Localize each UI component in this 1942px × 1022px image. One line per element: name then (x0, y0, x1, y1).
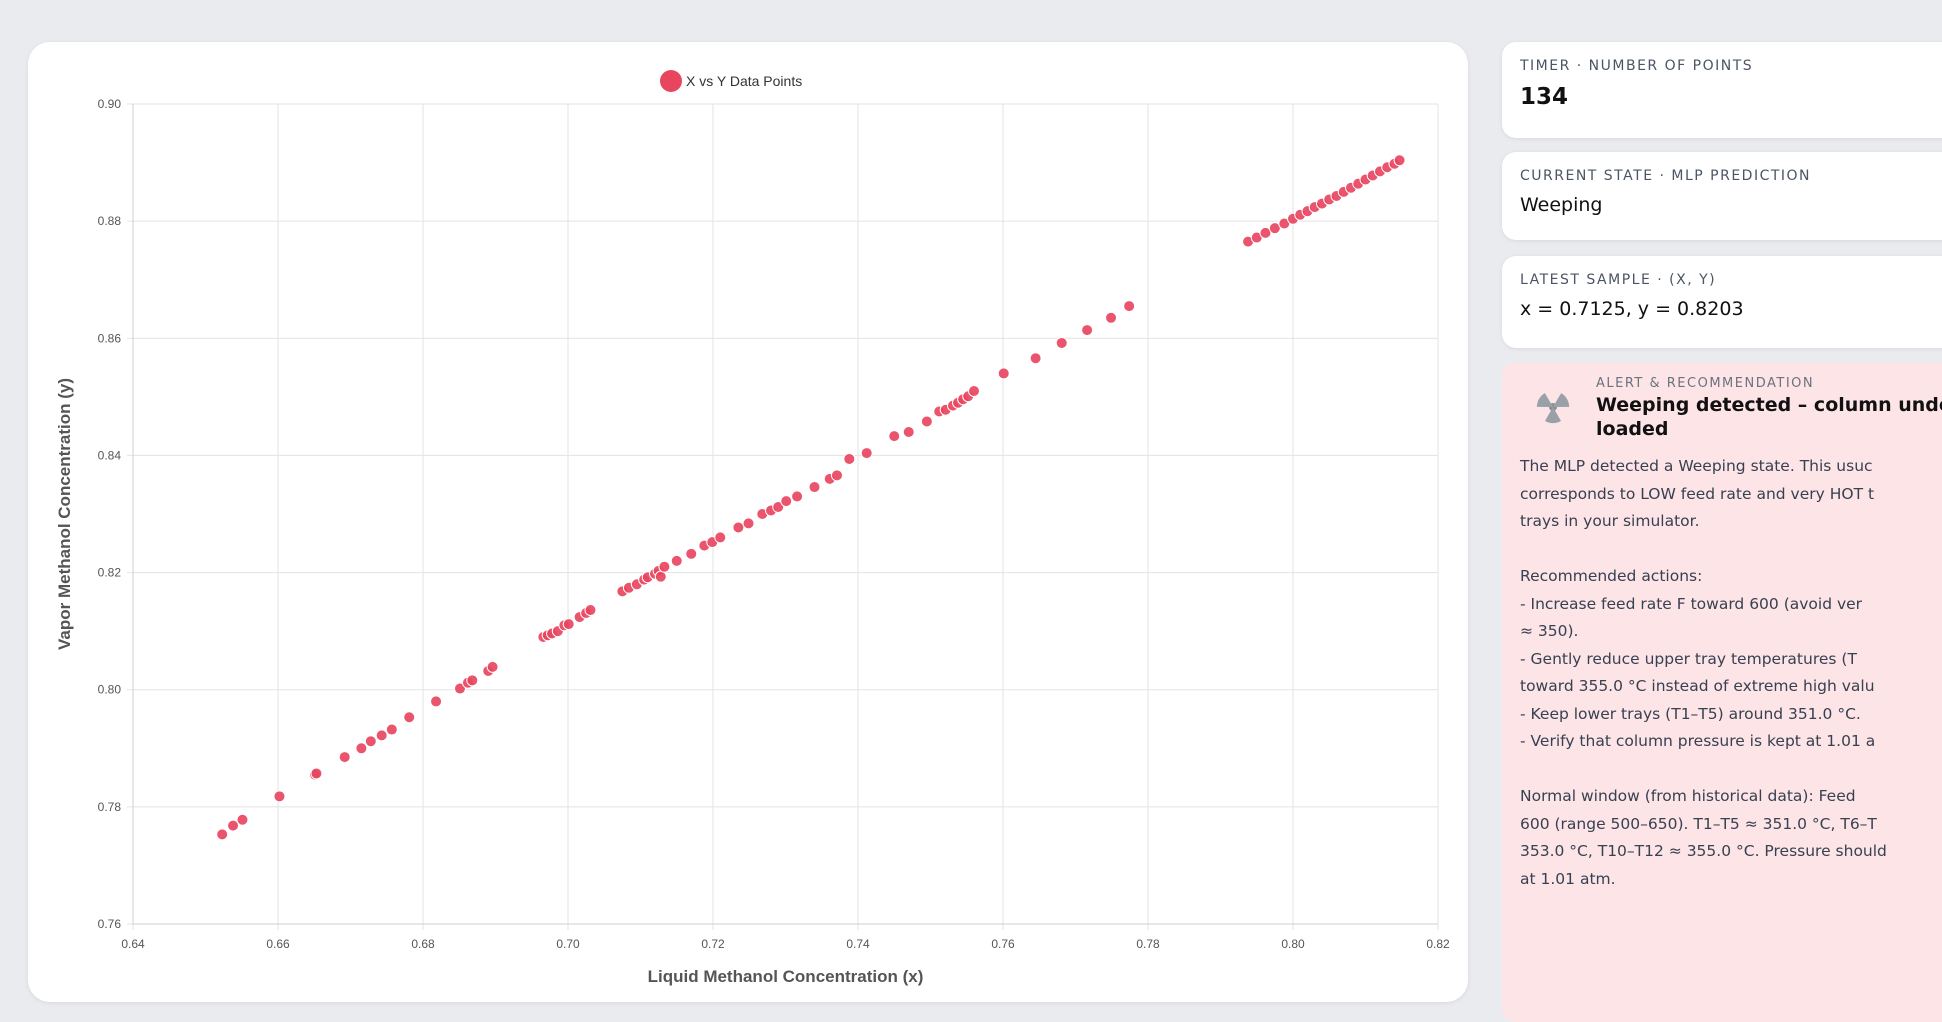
data-point (670, 554, 683, 567)
x-tick-label: 0.82 (1426, 937, 1450, 951)
data-point (227, 819, 240, 832)
alert-header: ALERT & RECOMMENDATION Weeping detected … (1528, 376, 1942, 441)
latest-sample-value: x = 0.7125, y = 0.8203 (1520, 298, 1744, 320)
x-tick-label: 0.68 (411, 937, 435, 951)
scatter-chart: 0.64 0.66 0.68 0.70 0.72 0.74 0.76 0.78 0.80 0.82… (55, 97, 1450, 986)
data-point (355, 742, 368, 755)
data-point (338, 751, 351, 764)
data-point (364, 735, 377, 748)
data-point (1393, 154, 1406, 167)
y-tick-label: 0.82 (98, 566, 122, 580)
data-point (843, 452, 856, 465)
data-point (791, 490, 804, 503)
y-tick-label: 0.90 (98, 97, 122, 111)
x-axis-title: Liquid Methanol Concentration (x) (648, 967, 924, 986)
data-point (453, 682, 466, 695)
data-point (654, 570, 667, 583)
alert-title: Weeping detected – column unde loaded (1596, 394, 1942, 440)
point-count: 134 (1520, 84, 1569, 110)
data-point (742, 517, 755, 530)
data-point (1123, 300, 1136, 313)
data-point (385, 723, 398, 736)
data-point (860, 447, 873, 460)
data-point (310, 767, 323, 780)
data-point (216, 828, 229, 841)
alert-kicker: ALERT & RECOMMENDATION (1596, 376, 1815, 391)
data-point (714, 531, 727, 544)
data-point (968, 385, 980, 397)
data-point (403, 711, 416, 724)
data-point (1268, 222, 1281, 235)
y-tick-label: 0.86 (98, 331, 122, 345)
state-panel: CURRENT STATE · MLP PREDICTION Weeping (1502, 152, 1942, 240)
data-point (780, 495, 793, 508)
y-tick-label: 0.76 (98, 917, 122, 931)
data-point (1259, 226, 1272, 239)
data-point (997, 367, 1010, 380)
data-point (685, 547, 698, 560)
x-tick-label: 0.78 (1136, 937, 1160, 951)
data-point (562, 618, 575, 631)
data-point (1055, 336, 1068, 349)
x-tick-label: 0.70 (556, 937, 580, 951)
data-point (902, 426, 915, 438)
y-tick-label: 0.80 (98, 683, 122, 697)
data-point (732, 521, 745, 534)
x-tick-label: 0.76 (991, 937, 1015, 951)
radiation-icon (1536, 393, 1570, 424)
x-tick-label: 0.72 (701, 937, 725, 951)
y-tick-label: 0.84 (98, 448, 122, 462)
latest-sample-panel: LATEST SAMPLE · (X, Y) x = 0.7125, y = 0… (1502, 256, 1942, 348)
x-tick-label: 0.80 (1281, 937, 1305, 951)
data-point (236, 813, 249, 826)
data-point (584, 604, 597, 617)
data-point (430, 695, 443, 708)
state-label: CURRENT STATE · MLP PREDICTION (1520, 168, 1812, 184)
data-point (920, 415, 933, 428)
data-point (273, 790, 286, 803)
data-point (1105, 311, 1118, 324)
data-point (375, 729, 388, 742)
x-tick-label: 0.64 (121, 937, 145, 951)
y-tick-label: 0.88 (98, 214, 122, 228)
data-point (486, 660, 499, 673)
legend-marker (660, 70, 682, 92)
predicted-state: Weeping (1520, 194, 1603, 216)
y-axis-title: Vapor Methanol Concentration (y) (55, 378, 74, 650)
legend-label: X vs Y Data Points (686, 73, 803, 89)
y-tick-label: 0.78 (98, 800, 122, 814)
timer-label: TIMER · NUMBER OF POINTS (1520, 58, 1754, 74)
timer-panel: TIMER · NUMBER OF POINTS 134 (1502, 42, 1942, 138)
alert-panel: ALERT & RECOMMENDATION Weeping detected … (1502, 362, 1942, 1022)
data-point (1081, 324, 1094, 337)
data-point (830, 469, 843, 482)
x-tick-label: 0.66 (266, 937, 290, 951)
data-point (1029, 352, 1042, 365)
chart-legend[interactable]: X vs Y Data Points (660, 66, 802, 96)
latest-sample-label: LATEST SAMPLE · (X, Y) (1520, 272, 1717, 288)
data-point (466, 674, 479, 687)
data-point (888, 430, 901, 443)
alert-body: The MLP detected a Weeping state. This u… (1520, 457, 1887, 888)
x-tick-label: 0.74 (846, 937, 870, 951)
data-point (658, 560, 671, 573)
data-point (772, 500, 785, 513)
data-point (808, 481, 821, 494)
chart-card: 0.64 0.66 0.68 0.70 0.72 0.74 0.76 0.78 0.80 0.82… (28, 42, 1468, 1002)
